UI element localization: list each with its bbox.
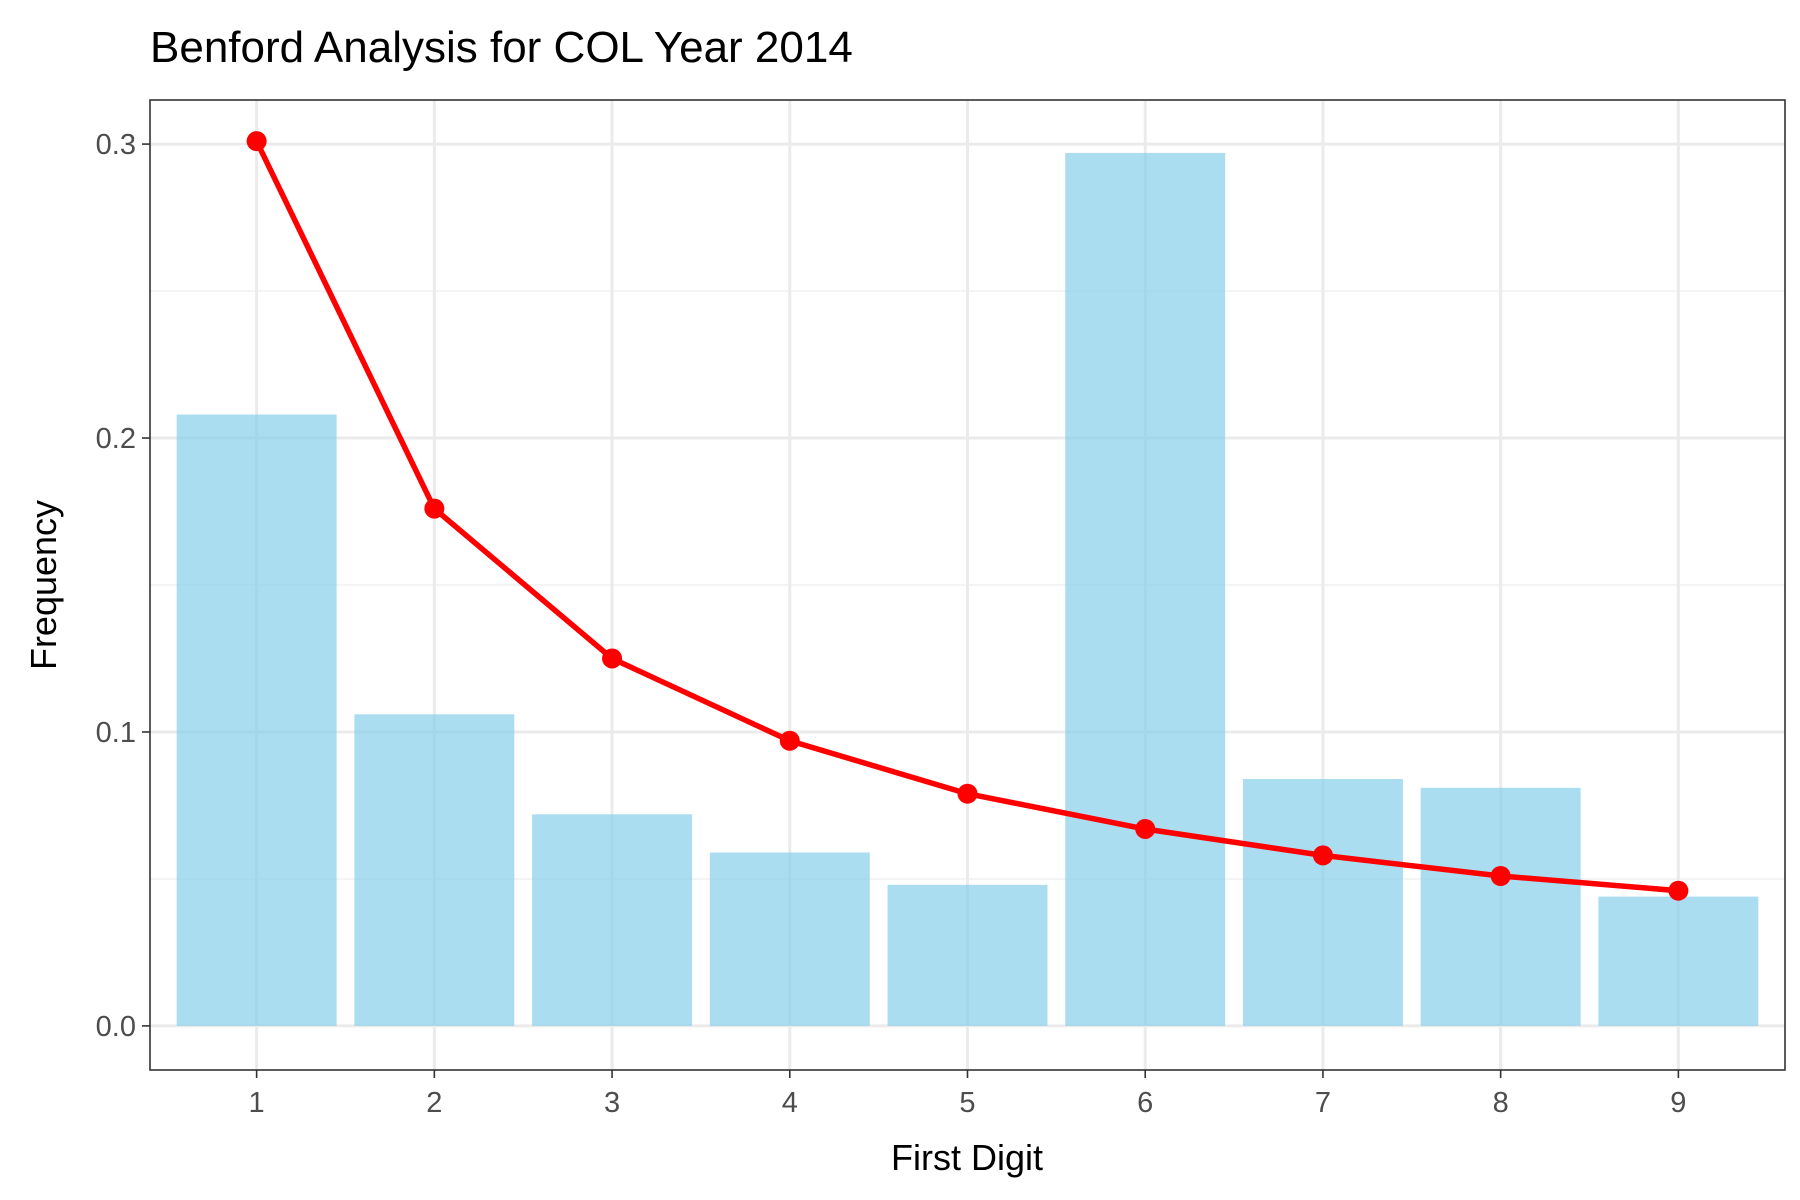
y-tick-label: 0.0 bbox=[96, 1011, 136, 1043]
y-tick-label: 0.1 bbox=[96, 717, 136, 749]
bar-digit-3 bbox=[532, 814, 693, 1026]
bar-digit-4 bbox=[709, 852, 870, 1026]
expected-point-digit-9 bbox=[1668, 880, 1689, 901]
bar-series bbox=[176, 152, 1759, 1026]
x-tick-label: 1 bbox=[249, 1087, 265, 1119]
y-tick-label: 0.3 bbox=[96, 129, 136, 161]
axes: 0.0 0.1 0.2 0.3 1 2 3 4 5 6 7 8 9 bbox=[96, 129, 1687, 1119]
x-tick-label: 7 bbox=[1315, 1087, 1331, 1119]
bar-digit-8 bbox=[1420, 787, 1581, 1026]
expected-point-digit-2 bbox=[424, 498, 445, 519]
bar-digit-1 bbox=[176, 414, 337, 1026]
y-axis-title: Frequency bbox=[23, 500, 64, 670]
bar-digit-6 bbox=[1065, 152, 1226, 1026]
x-tick-label: 8 bbox=[1493, 1087, 1509, 1119]
x-axis-title: First Digit bbox=[891, 1137, 1043, 1178]
x-tick-label: 6 bbox=[1137, 1087, 1153, 1119]
chart-title: Benford Analysis for COL Year 2014 bbox=[150, 23, 853, 72]
bar-digit-9 bbox=[1598, 896, 1759, 1026]
y-tick-label: 0.2 bbox=[96, 423, 136, 455]
expected-point-digit-4 bbox=[779, 730, 800, 751]
bar-digit-5 bbox=[887, 884, 1048, 1026]
x-tick-label: 2 bbox=[426, 1087, 442, 1119]
expected-point-digit-3 bbox=[602, 648, 623, 669]
expected-point-digit-5 bbox=[957, 783, 978, 804]
bar-digit-7 bbox=[1242, 779, 1403, 1026]
x-tick-label: 5 bbox=[959, 1087, 975, 1119]
expected-point-digit-8 bbox=[1490, 866, 1511, 886]
x-tick-label: 4 bbox=[782, 1087, 798, 1119]
expected-point-digit-1 bbox=[246, 131, 267, 152]
line-series bbox=[246, 131, 1689, 901]
x-tick-label: 3 bbox=[604, 1087, 620, 1119]
expected-point-digit-7 bbox=[1312, 845, 1333, 866]
x-tick-label: 9 bbox=[1670, 1087, 1686, 1119]
expected-point-digit-6 bbox=[1135, 818, 1156, 839]
bar-digit-2 bbox=[354, 714, 515, 1026]
